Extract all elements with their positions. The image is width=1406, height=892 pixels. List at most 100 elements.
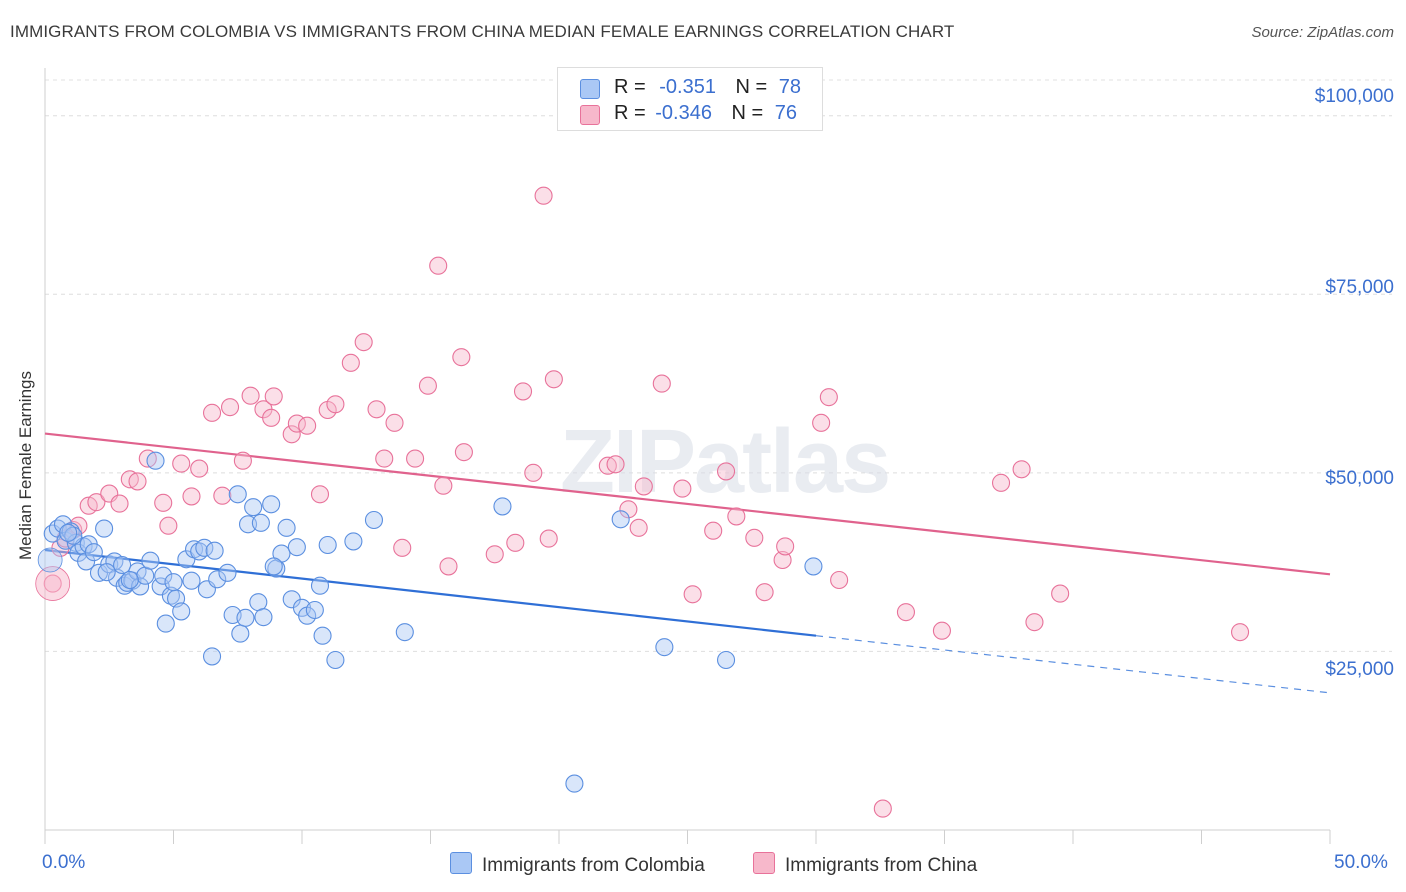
data-point-china <box>539 529 558 548</box>
data-point-colombia <box>313 626 332 645</box>
data-point-china <box>652 374 671 393</box>
legend-swatch-blue <box>580 79 600 99</box>
data-point-china <box>406 449 425 468</box>
data-point-china <box>873 799 892 818</box>
data-point-colombia <box>254 608 273 627</box>
data-point-china <box>264 387 283 406</box>
data-point-colombia <box>164 573 183 592</box>
data-point-colombia <box>251 513 270 532</box>
data-point-colombia <box>238 515 258 534</box>
data-point-china <box>454 443 473 462</box>
data-point-colombia <box>59 523 78 542</box>
data-point-china <box>439 557 458 576</box>
data-point-colombia <box>64 526 83 545</box>
y-tick-label: $75,000 <box>1325 277 1394 298</box>
trend-line-colombia <box>44 548 817 637</box>
data-point-china <box>506 533 525 552</box>
data-point-colombia <box>131 577 150 596</box>
data-point-colombia <box>305 600 324 620</box>
grid-lines <box>45 79 1392 652</box>
data-point-colombia <box>205 541 224 560</box>
data-point-colombia <box>493 497 512 516</box>
data-point-colombia <box>84 543 103 562</box>
data-point-colombia <box>195 538 214 557</box>
legend-item-china[interactable]: Immigrants from China <box>753 852 977 877</box>
legend-r-label: R = <box>614 102 646 124</box>
data-point-colombia <box>190 542 209 561</box>
data-point-colombia <box>287 538 306 557</box>
data-point-colombia <box>565 774 584 793</box>
stats-legend: R = -0.351 N = 78 R = -0.346 N = 76 <box>557 67 823 131</box>
source-label: Source: ZipAtlas.com <box>1251 24 1394 41</box>
legend-item-colombia[interactable]: Immigrants from Colombia <box>450 852 705 877</box>
data-point-colombia <box>318 535 337 555</box>
data-point-china <box>367 400 386 419</box>
data-point-colombia <box>655 638 674 657</box>
data-point-colombia <box>95 519 114 538</box>
data-point-colombia <box>344 532 363 551</box>
data-point-china <box>418 376 437 395</box>
data-point-colombia <box>203 647 222 666</box>
trend-line-colombia-projection <box>815 635 1331 694</box>
data-point-china <box>154 493 173 512</box>
data-point-china <box>429 256 448 275</box>
data-point-colombia <box>161 586 180 605</box>
data-point-china <box>375 449 394 468</box>
legend-swatch-blue <box>450 852 472 874</box>
legend-n-value: 76 <box>774 102 798 124</box>
data-point-colombia <box>262 495 281 514</box>
data-point-colombia <box>154 566 173 585</box>
data-point-china <box>932 621 951 640</box>
data-point-china <box>619 500 638 519</box>
data-point-china <box>606 455 625 474</box>
data-point-china <box>1051 584 1070 603</box>
data-point-colombia <box>364 510 384 530</box>
data-point-colombia <box>113 555 132 575</box>
data-point-colombia <box>141 551 160 570</box>
data-point-china <box>896 603 916 622</box>
data-point-china <box>524 463 543 482</box>
data-point-colombia <box>236 608 255 627</box>
data-point-china <box>233 451 252 470</box>
data-point-china <box>629 518 648 537</box>
data-point-china <box>485 545 504 564</box>
data-point-china <box>182 487 201 506</box>
data-point-colombia <box>97 563 116 582</box>
data-point-colombia <box>208 570 227 589</box>
data-point-colombia <box>326 650 345 670</box>
data-point-china <box>354 333 373 352</box>
data-point-china <box>1231 623 1250 642</box>
trend-lines <box>44 432 1331 694</box>
data-point-china <box>513 382 533 401</box>
data-point-china <box>385 413 404 432</box>
data-point-colombia <box>218 563 237 582</box>
data-point-china <box>220 398 240 417</box>
data-point-china <box>991 473 1011 492</box>
data-point-china <box>773 550 792 570</box>
legend-label-colombia: Immigrants from Colombia <box>482 855 705 876</box>
data-point-china <box>534 186 553 205</box>
data-point-colombia <box>244 498 263 517</box>
y-tick-label: $50,000 <box>1325 468 1394 489</box>
data-point-china <box>1025 613 1044 632</box>
data-point-colombia <box>182 571 201 590</box>
data-point-china <box>262 408 281 427</box>
data-point-colombia <box>716 650 736 670</box>
legend-label-china: Immigrants from China <box>785 855 978 876</box>
y-tick-label: $100,000 <box>1314 86 1394 107</box>
data-point-china <box>241 386 260 405</box>
data-point-colombia <box>120 570 139 590</box>
data-point-china <box>544 370 563 389</box>
data-point-colombia <box>146 451 165 470</box>
legend-n-label: N = <box>731 102 764 124</box>
data-point-china <box>452 348 471 367</box>
data-point-china <box>128 472 147 491</box>
legend-swatch-pink <box>580 105 600 125</box>
data-point-colombia <box>395 623 414 642</box>
data-point-china <box>282 425 301 444</box>
data-point-colombia <box>228 485 247 504</box>
data-point-colombia <box>249 593 268 612</box>
data-point-colombia <box>264 557 283 576</box>
data-point-china <box>673 479 692 498</box>
